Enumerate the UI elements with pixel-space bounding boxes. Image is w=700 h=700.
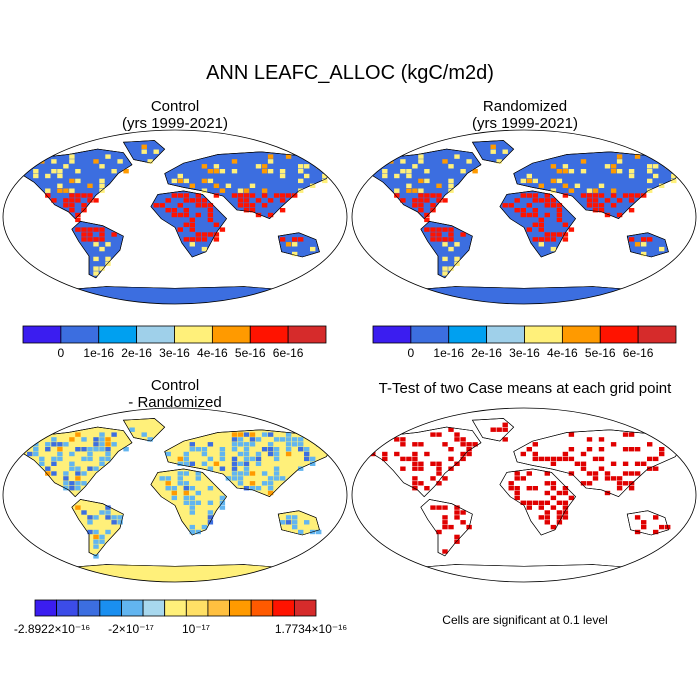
colorbar-label: 0 <box>408 346 415 360</box>
control-panel-title: Control (yrs 1999-2021) <box>75 98 275 132</box>
colorbar-label: 3e-16 <box>159 346 190 360</box>
colorbar-swatch <box>250 599 274 617</box>
colorbar-label: 1e-16 <box>83 346 114 360</box>
colorbar-swatch <box>56 599 79 617</box>
colorbar-swatch <box>524 325 563 344</box>
colorbar-swatch <box>272 599 295 617</box>
randomized-title: Randomized <box>482 98 568 115</box>
difference-colorbar-labels: -2.8922×10⁻¹⁶ -2×10⁻¹⁷ 10⁻¹⁷ 1.7734×10⁻¹⁶ <box>14 622 347 636</box>
ttest-map <box>351 407 697 583</box>
colorbar-label: 2e-16 <box>471 346 502 360</box>
colorbar-swatch <box>293 599 317 617</box>
colorbar-label: 6e-16 <box>273 346 304 360</box>
colorbar-swatch <box>98 325 138 344</box>
colorbar-swatch <box>410 325 450 344</box>
randomized-panel-title: Randomized (yrs 1999-2021) <box>425 98 625 132</box>
colorbar-swatch <box>249 325 289 344</box>
main-title: ANN LEAFC_ALLOC (kgC/m2d) <box>206 62 494 84</box>
colorbar-swatch <box>287 325 327 344</box>
colorbar-swatch <box>22 325 62 344</box>
colorbar-label: -2.8922×10⁻¹⁶ <box>14 622 90 636</box>
colorbar-swatch <box>77 599 101 617</box>
control-subtitle: (yrs 1999-2021) <box>122 115 228 132</box>
colorbar-label: 0 <box>58 346 65 360</box>
colorbar-swatch <box>60 325 100 344</box>
control-title: Control <box>150 98 200 115</box>
colorbar-swatch <box>174 325 213 344</box>
colorbar-label: 5e-16 <box>235 346 266 360</box>
colorbar-label: 3e-16 <box>509 346 540 360</box>
colorbar-label: -2×10⁻¹⁷ <box>108 622 154 636</box>
colorbar-swatch <box>486 325 525 344</box>
colorbar-swatch <box>34 599 58 617</box>
colorbar-label: 6e-16 <box>623 346 654 360</box>
colorbar-label: 4e-16 <box>197 346 228 360</box>
control-map <box>2 129 348 305</box>
colorbar-swatch <box>229 599 252 617</box>
colorbar-swatch <box>637 325 677 344</box>
colorbar-swatch <box>448 325 488 344</box>
randomized-subtitle: (yrs 1999-2021) <box>472 115 578 132</box>
colorbar-swatch <box>99 599 122 617</box>
difference-subtitle: - Randomized <box>128 394 222 411</box>
colorbar-swatch <box>372 325 412 344</box>
difference-colorbar <box>34 599 317 617</box>
colorbar-label: 1e-16 <box>433 346 464 360</box>
colorbar-swatch <box>164 599 187 617</box>
colorbar-label: 5e-16 <box>585 346 616 360</box>
colorbar-label: 2e-16 <box>121 346 152 360</box>
colorbar-swatch <box>211 325 251 344</box>
colorbar-label: 4e-16 <box>547 346 578 360</box>
colorbar-swatch <box>185 599 209 617</box>
colorbar-label: 1.7734×10⁻¹⁶ <box>275 622 347 636</box>
control-colorbar-labels: 0 1e-16 2e-16 3e-16 4e-16 5e-16 6e-16 <box>58 346 304 360</box>
ttest-title: T-Test of two Case means at each grid po… <box>378 380 672 397</box>
colorbar-swatch <box>136 325 175 344</box>
colorbar-swatch <box>121 599 144 617</box>
difference-map <box>2 407 348 583</box>
difference-title: Control <box>150 377 200 394</box>
colorbar-swatch <box>207 599 230 617</box>
colorbar-label: 10⁻¹⁷ <box>182 622 210 636</box>
colorbar-swatch <box>599 325 639 344</box>
ttest-panel-title: T-Test of two Case means at each grid po… <box>352 380 698 397</box>
significance-note: Cells are significant at 0.1 level <box>442 613 608 627</box>
control-colorbar <box>22 325 327 344</box>
colorbar-swatch <box>142 599 166 617</box>
randomized-colorbar-labels: 0 1e-16 2e-16 3e-16 4e-16 5e-16 6e-16 <box>408 346 654 360</box>
difference-panel-title: Control - Randomized <box>75 377 275 411</box>
randomized-colorbar <box>372 325 677 344</box>
colorbar-swatch <box>561 325 601 344</box>
randomized-map <box>351 129 697 305</box>
